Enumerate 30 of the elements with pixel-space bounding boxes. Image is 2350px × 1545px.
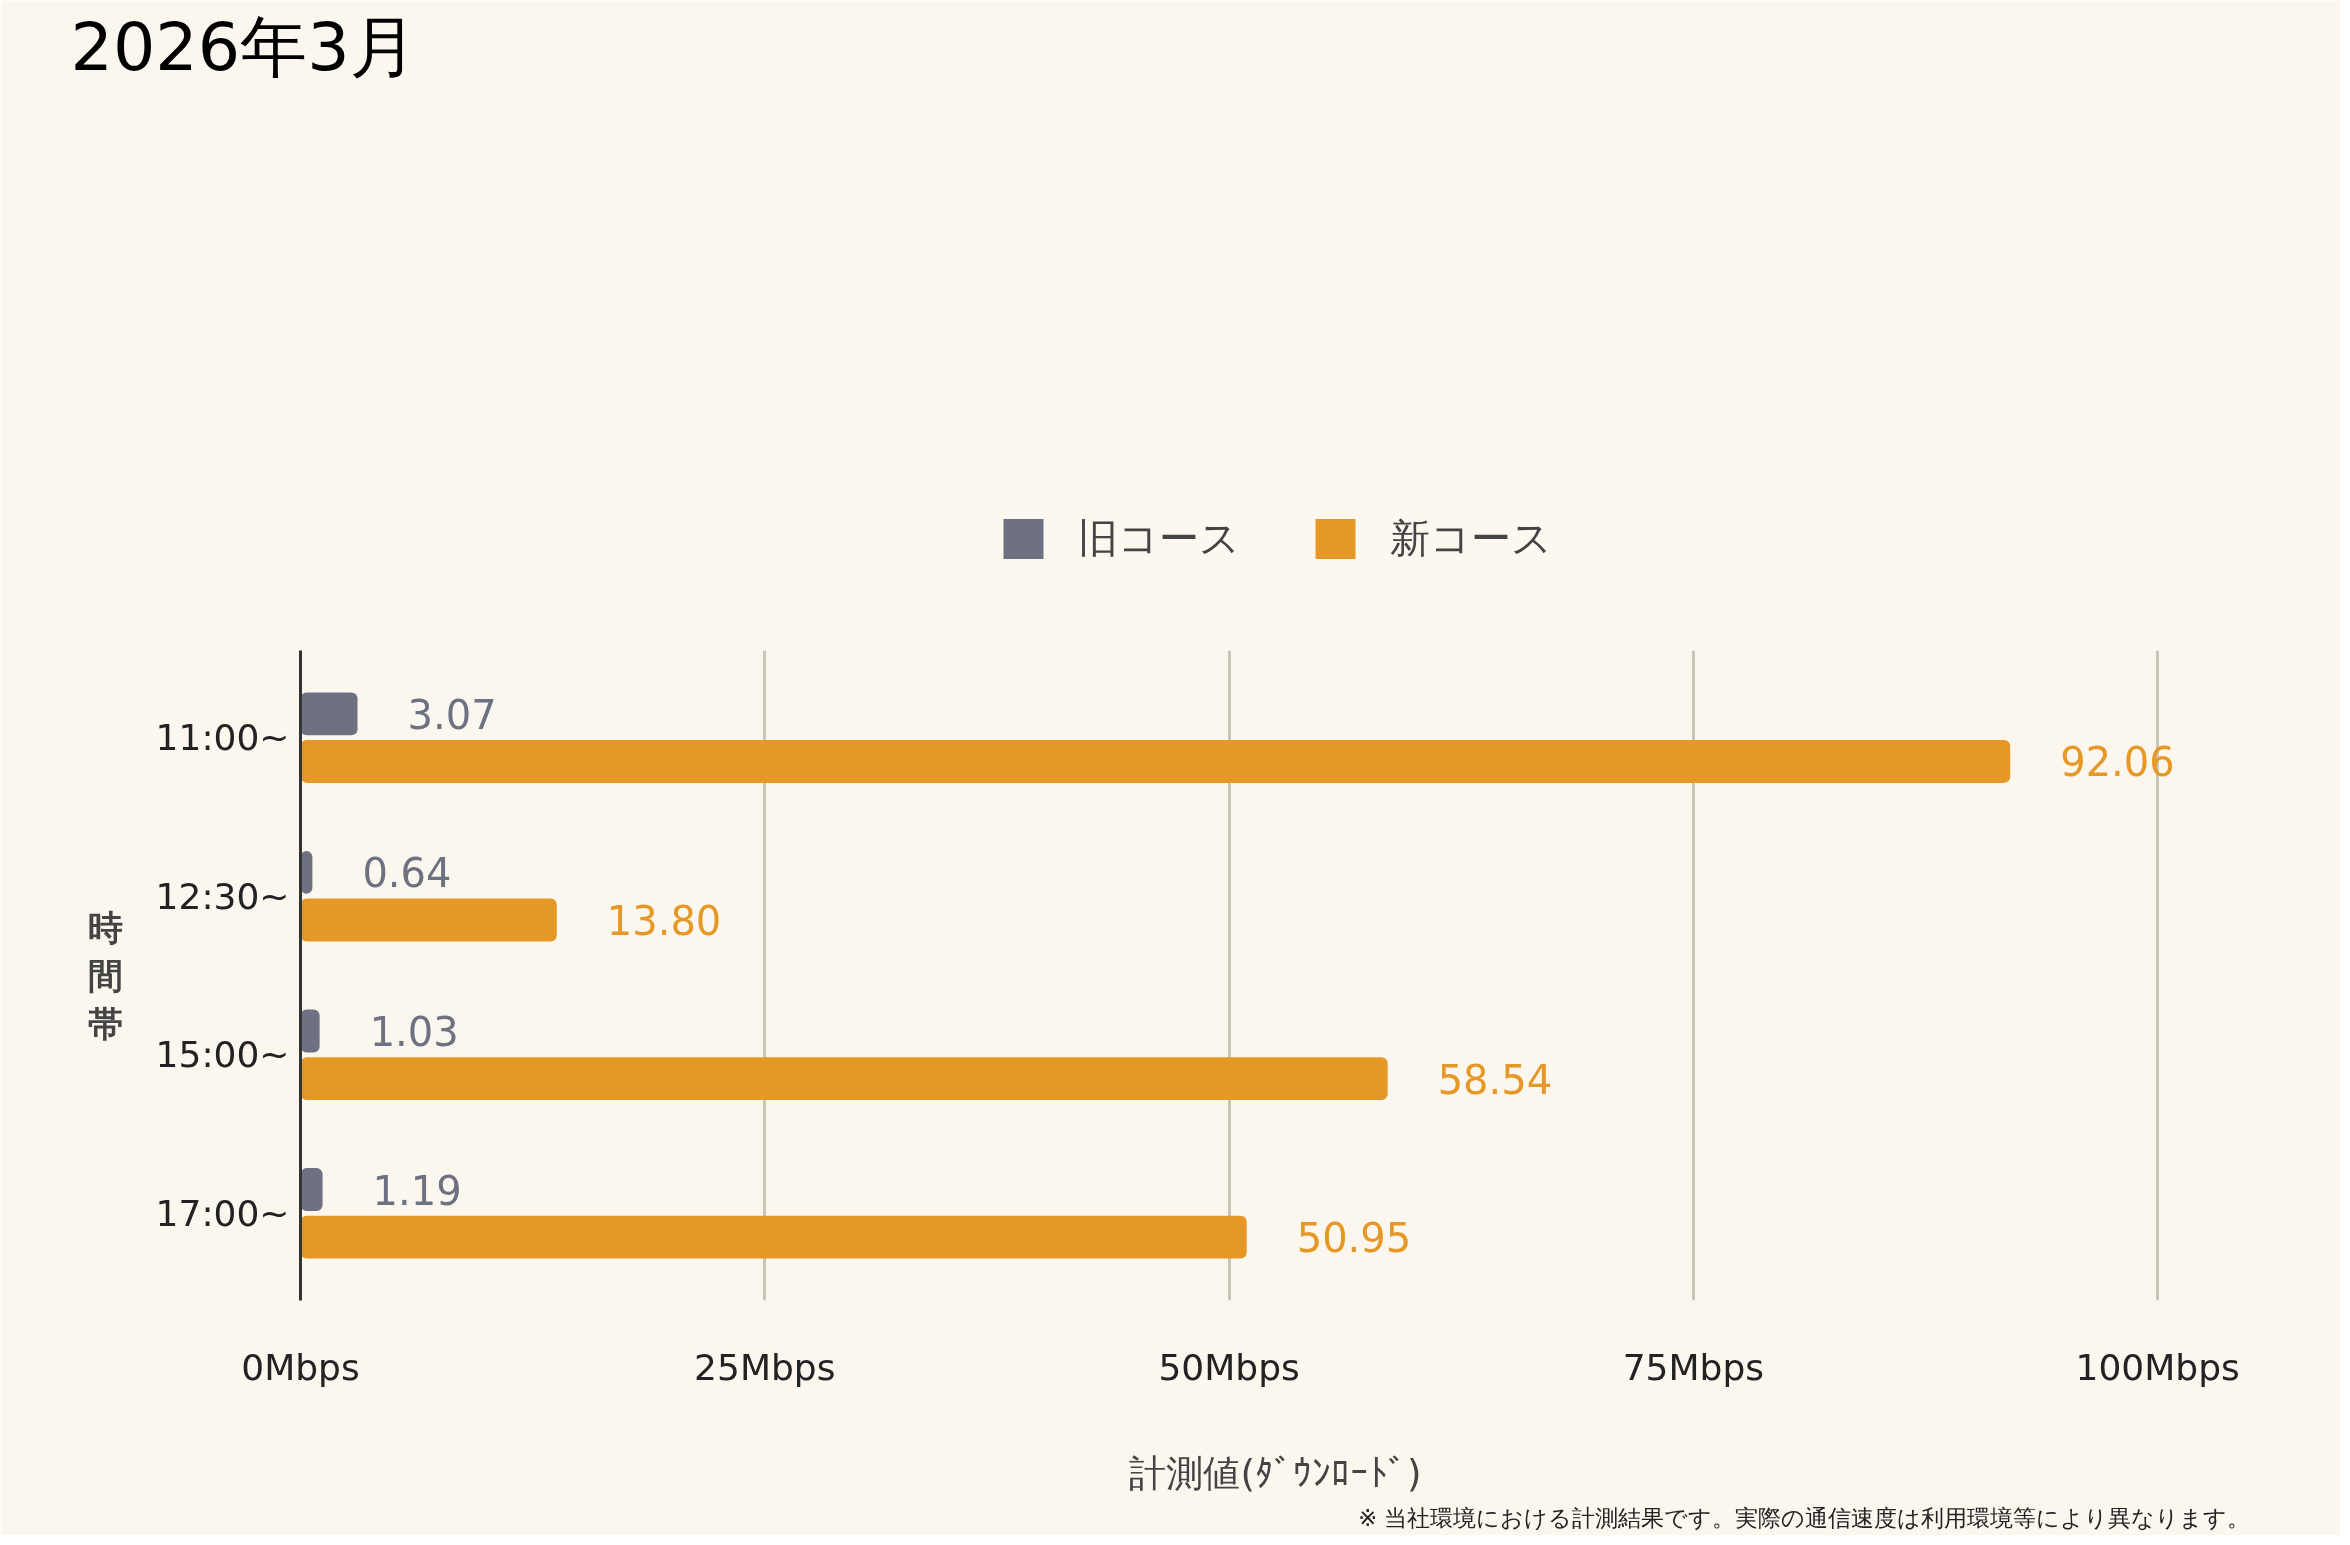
- x-tick-label: 50Mbps: [1158, 1346, 1300, 1388]
- x-tick-label: 100Mbps: [2075, 1346, 2240, 1388]
- x-tick-label: 25Mbps: [694, 1346, 836, 1388]
- y-axis-title: 時間帯: [87, 907, 123, 1044]
- bar: [300, 740, 2011, 783]
- x-tick-label: 75Mbps: [1622, 1346, 1765, 1388]
- data-label: 92.06: [2060, 739, 2175, 786]
- x-tick-label: 0Mbps: [241, 1346, 360, 1388]
- bar: [300, 1009, 320, 1053]
- data-label: 58.54: [1437, 1056, 1553, 1103]
- data-label: 3.07: [407, 691, 497, 738]
- legend-label: 旧コース: [1078, 513, 1240, 563]
- text: ※ 当社環境における計測結果です。実際の通信速度は利用環境等により異なります。: [1358, 1504, 2251, 1531]
- bar: [300, 1057, 1388, 1100]
- data-label: 1.19: [372, 1167, 462, 1214]
- x-axis-title: 計測値(ﾀﾞｳﾝﾛｰﾄﾞ): [1129, 1450, 1422, 1495]
- data-label: 50.95: [1296, 1215, 1412, 1262]
- chart-title: 2026年3月: [70, 7, 417, 86]
- data-label: 1.03: [369, 1008, 459, 1055]
- data-label: 0.64: [362, 850, 452, 897]
- data-label: 13.80: [606, 898, 722, 945]
- legend-label: 新コース: [1390, 513, 1552, 563]
- bar: [300, 898, 557, 942]
- bar: [300, 692, 358, 736]
- bar: [300, 1168, 323, 1211]
- bar: [300, 1215, 1247, 1259]
- y-tick-label: 15:00~: [155, 1034, 290, 1076]
- y-tick-label: 12:30~: [155, 875, 290, 917]
- y-tick-label: 17:00~: [155, 1192, 290, 1234]
- y-tick-label: 11:00~: [155, 717, 290, 759]
